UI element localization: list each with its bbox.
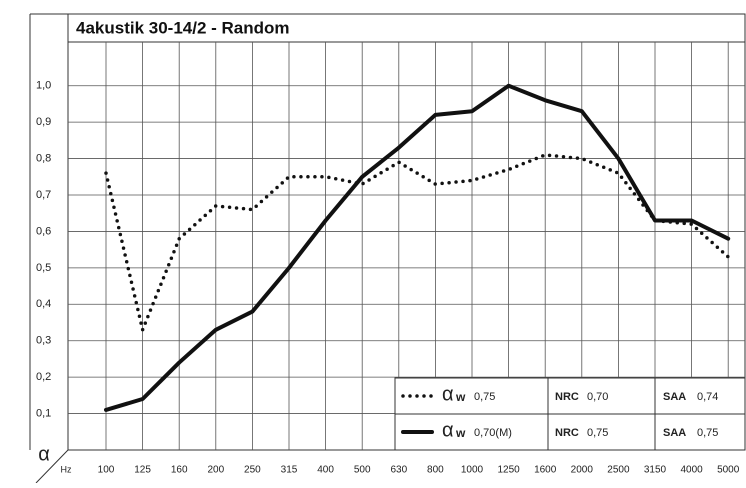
x-tick-label: 400	[317, 465, 334, 476]
x-tick-label: 800	[427, 465, 444, 476]
x-tick-label: 4000	[680, 465, 703, 476]
x-tick-label: 1000	[461, 465, 484, 476]
y-tick-label: 0,8	[36, 152, 51, 164]
y-tick-label: 0,2	[36, 371, 51, 383]
x-tick-label: 125	[134, 465, 151, 476]
x-tick-label: 3150	[644, 465, 667, 476]
legend-sub: w	[455, 426, 466, 440]
x-tick-label: 250	[244, 465, 261, 476]
x-tick-label: 630	[390, 465, 407, 476]
legend-saa: 0,75	[697, 427, 718, 439]
x-tick-label: 100	[98, 465, 115, 476]
x-tick-label: 160	[171, 465, 188, 476]
legend-sub: w	[455, 390, 466, 404]
x-tick-label: 2500	[607, 465, 630, 476]
legend-value: 0,75	[474, 391, 495, 403]
chart-title: 4akustik 30-14/2 - Random	[76, 18, 290, 37]
legend-alpha: α	[442, 383, 454, 405]
x-axis-label: Hz	[61, 464, 72, 474]
y-tick-label: 0,4	[36, 298, 51, 310]
x-tick-label: 2000	[571, 465, 594, 476]
legend-nrc-label: NRC	[555, 427, 579, 439]
legend-nrc: 0,70	[587, 391, 608, 403]
legend-nrc: 0,75	[587, 427, 608, 439]
y-tick-label: 1,0	[36, 80, 51, 92]
legend-saa-label: SAA	[663, 427, 686, 439]
x-tick-label: 315	[281, 465, 298, 476]
frame-diagonal	[35, 449, 69, 484]
legend-saa: 0,74	[697, 391, 718, 403]
y-tick-label: 0,3	[36, 335, 51, 347]
legend-value: 0,70(M)	[474, 427, 512, 439]
legend-alpha: α	[442, 419, 454, 441]
series-line	[104, 153, 730, 332]
y-axis-label: α	[38, 443, 50, 465]
x-tick-label: 5000	[717, 465, 740, 476]
y-tick-label: 0,5	[36, 262, 51, 274]
series-line	[104, 83, 731, 412]
legend-saa-label: SAA	[663, 391, 686, 403]
x-tick-label: 500	[354, 465, 371, 476]
x-tick-label: 200	[207, 465, 224, 476]
y-tick-label: 0,9	[36, 116, 51, 128]
y-tick-label: 0,6	[36, 225, 51, 237]
y-tick-label: 0,1	[36, 407, 51, 419]
x-tick-label: 1600	[534, 465, 557, 476]
y-tick-label: 0,7	[36, 189, 51, 201]
x-tick-label: 1250	[497, 465, 520, 476]
legend-nrc-label: NRC	[555, 391, 579, 403]
